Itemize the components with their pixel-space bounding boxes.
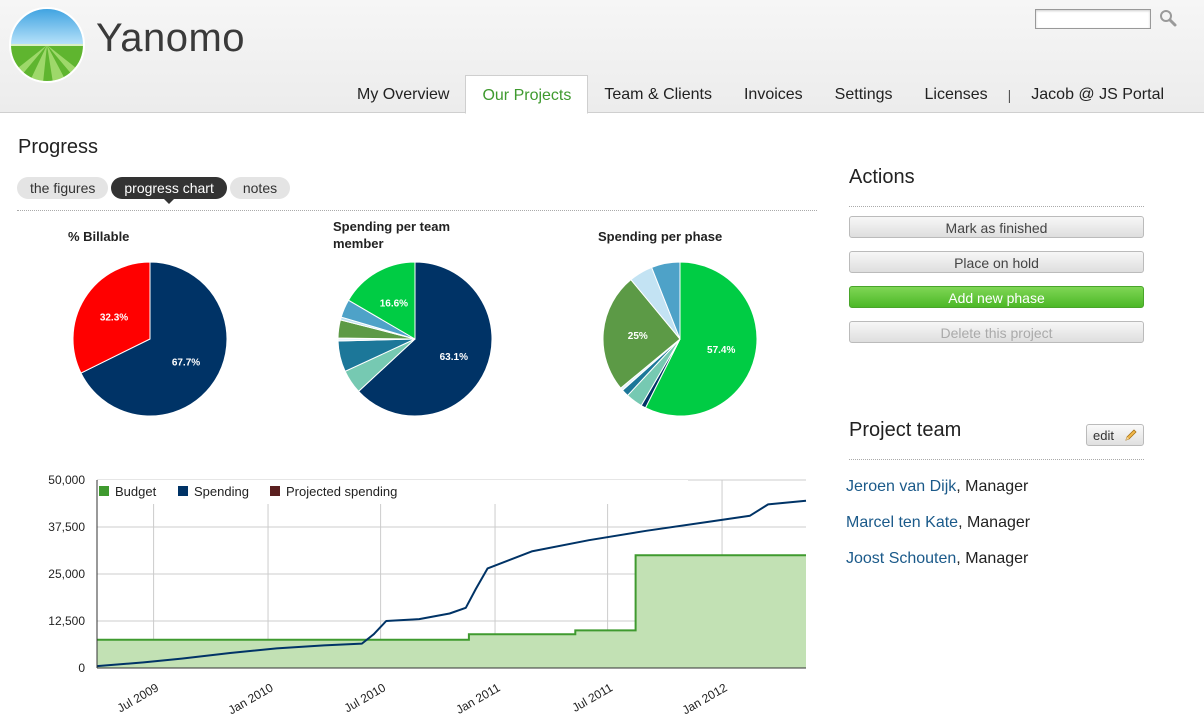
budget-area bbox=[97, 555, 806, 668]
tab-settings[interactable]: Settings bbox=[834, 86, 893, 103]
team-member: Jeroen van Dijk, Manager bbox=[846, 478, 1028, 496]
tab-team-clients[interactable]: Team & Clients bbox=[604, 86, 712, 103]
pie-slice bbox=[347, 261, 416, 340]
legend-label: Budget bbox=[115, 484, 157, 499]
team-divider bbox=[849, 459, 1144, 460]
pie-chart-team-member: 63.1% 16.6% bbox=[337, 261, 493, 417]
edit-label: edit bbox=[1093, 428, 1114, 443]
pie-slice bbox=[72, 261, 151, 374]
add-new-phase-button[interactable]: Add new phase bbox=[849, 286, 1144, 308]
subtab-the-figures[interactable]: the figures bbox=[17, 177, 109, 199]
pencil-icon bbox=[1125, 429, 1137, 441]
pie-slice-label: 67.7% bbox=[172, 357, 200, 368]
pie-title-billable: % Billable bbox=[68, 229, 130, 244]
member-role: , Manager bbox=[956, 550, 1029, 567]
legend-background bbox=[98, 480, 688, 504]
pie-slice-label: 57.4% bbox=[707, 345, 735, 356]
actions-divider bbox=[849, 206, 1144, 207]
user-menu[interactable]: Jacob @ JS Portal bbox=[1031, 86, 1165, 103]
nav-separator: | bbox=[1007, 87, 1012, 103]
search-icon[interactable] bbox=[1158, 8, 1178, 28]
subtab-notes[interactable]: notes bbox=[229, 177, 291, 199]
member-link[interactable]: Joost Schouten bbox=[846, 550, 957, 567]
y-tick-label: 12,500 bbox=[48, 614, 85, 628]
x-tick-label: Jul 2010 bbox=[342, 680, 389, 715]
tab-my-overview[interactable]: My Overview bbox=[357, 86, 450, 103]
pie-chart-phase: 57.4% 25% bbox=[602, 261, 758, 417]
mark-as-finished-button[interactable]: Mark as finished bbox=[849, 216, 1144, 238]
progress-subtabs: the figures progress chart notes bbox=[17, 177, 291, 204]
member-role: , Manager bbox=[956, 478, 1029, 495]
member-link[interactable]: Marcel ten Kate bbox=[846, 514, 959, 531]
delete-project-button[interactable]: Delete this project bbox=[849, 321, 1144, 343]
tab-invoices[interactable]: Invoices bbox=[743, 86, 803, 103]
app-name: Yanomo bbox=[96, 16, 246, 60]
y-tick-label: 50,000 bbox=[48, 473, 85, 487]
tab-licenses[interactable]: Licenses bbox=[924, 86, 988, 103]
legend-label: Projected spending bbox=[286, 484, 397, 499]
progress-divider bbox=[17, 210, 817, 211]
x-tick-label: Jul 2011 bbox=[570, 680, 616, 715]
x-tick-label: Jan 2012 bbox=[680, 680, 730, 717]
subtab-progress-chart[interactable]: progress chart bbox=[111, 177, 227, 204]
y-tick-label: 37,500 bbox=[48, 520, 85, 534]
yanomo-logo bbox=[9, 7, 85, 83]
team-member: Joost Schouten, Manager bbox=[846, 550, 1028, 568]
legend-swatch bbox=[178, 486, 188, 496]
pie-title-team-member: Spending per team member bbox=[333, 219, 451, 251]
search-input[interactable] bbox=[1035, 9, 1151, 29]
pie-slice bbox=[357, 261, 493, 417]
tab-our-projects[interactable]: Our Projects bbox=[465, 75, 589, 114]
pie-slice bbox=[602, 278, 681, 389]
pie-slice bbox=[651, 261, 681, 340]
legend-label: Spending bbox=[194, 484, 249, 499]
pie-slice-label: 25% bbox=[628, 331, 648, 342]
pie-slice-label: 32.3% bbox=[100, 313, 128, 324]
edit-team-button[interactable]: edit bbox=[1086, 424, 1144, 446]
member-link[interactable]: Jeroen van Dijk bbox=[846, 478, 957, 495]
pie-slice-label: 63.1% bbox=[440, 352, 468, 363]
place-on-hold-button[interactable]: Place on hold bbox=[849, 251, 1144, 273]
pie-slice bbox=[644, 261, 758, 417]
member-role: , Manager bbox=[958, 514, 1031, 531]
pie-slice-label: 16.6% bbox=[380, 298, 408, 309]
x-tick-label: Jan 2010 bbox=[226, 680, 276, 717]
budget-line bbox=[97, 554, 806, 641]
x-tick-label: Jan 2011 bbox=[454, 680, 503, 717]
spending-line bbox=[96, 499, 807, 668]
y-tick-label: 0 bbox=[78, 661, 85, 675]
progress-title: Progress bbox=[18, 136, 99, 158]
main-nav: My Overview Our Projects Team & Clients … bbox=[341, 75, 1180, 114]
budget-spending-chart: 0 12,500 25,000 37,500 50,000 Jul 2009 Jan 201… bbox=[48, 473, 807, 717]
legend-swatch bbox=[99, 486, 109, 496]
app-header: Yanomo My Overview Our Projects Team & C… bbox=[0, 0, 1204, 114]
team-member: Marcel ten Kate, Manager bbox=[846, 514, 1030, 532]
project-team-title: Project team bbox=[849, 419, 962, 441]
x-tick-label: Jul 2009 bbox=[115, 680, 162, 715]
pie-chart-billable: 67.7% 32.3% bbox=[72, 261, 228, 417]
actions-title: Actions bbox=[849, 166, 915, 188]
y-tick-label: 25,000 bbox=[48, 567, 85, 581]
pie-title-phase: Spending per phase bbox=[598, 229, 723, 244]
legend-swatch bbox=[270, 486, 280, 496]
pie-slice bbox=[80, 261, 228, 417]
